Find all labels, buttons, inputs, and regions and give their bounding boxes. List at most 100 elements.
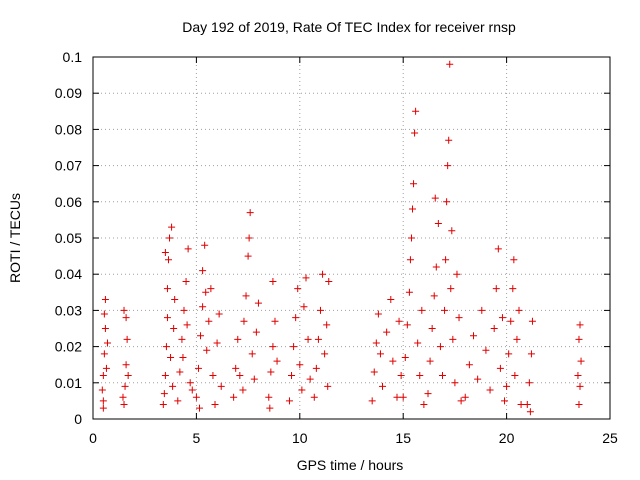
data-point xyxy=(509,285,517,293)
data-point xyxy=(296,361,304,369)
data-point xyxy=(304,335,312,343)
data-point xyxy=(503,382,511,390)
data-point xyxy=(176,368,184,376)
y-axis-label: ROTI / TECUs xyxy=(7,193,23,283)
data-point xyxy=(266,404,274,412)
data-point xyxy=(101,296,109,304)
data-point xyxy=(98,386,106,394)
data-point xyxy=(194,364,202,372)
data-point xyxy=(199,267,207,275)
data-point xyxy=(294,285,302,293)
data-point xyxy=(179,353,187,361)
data-point xyxy=(420,401,428,409)
data-point xyxy=(525,379,533,387)
data-point xyxy=(99,404,107,412)
x-tick-label: 15 xyxy=(395,430,411,446)
chart-title: Day 192 of 2019, Rate Of TEC Index for r… xyxy=(182,19,516,35)
data-point xyxy=(517,401,525,409)
y-tick-label: 0.01 xyxy=(55,375,82,391)
data-point xyxy=(411,129,419,137)
data-point xyxy=(428,325,436,332)
data-point xyxy=(100,310,108,318)
data-point xyxy=(405,288,413,296)
data-point xyxy=(470,332,478,340)
data-point xyxy=(465,361,473,369)
data-point xyxy=(234,335,242,343)
data-point xyxy=(410,180,418,188)
data-point xyxy=(246,209,254,217)
data-point xyxy=(242,292,250,300)
y-tick-label: 0.07 xyxy=(55,158,82,174)
data-point xyxy=(123,335,131,343)
x-tick-label: 10 xyxy=(292,430,308,446)
data-point xyxy=(445,136,453,144)
data-point xyxy=(205,317,213,325)
data-point xyxy=(577,357,585,365)
data-point xyxy=(526,408,534,416)
data-point xyxy=(168,223,176,231)
y-tick-label: 0.05 xyxy=(55,230,82,246)
data-point xyxy=(314,335,322,343)
data-point xyxy=(424,390,432,398)
data-point xyxy=(486,386,494,394)
data-point xyxy=(252,328,260,336)
data-point xyxy=(244,252,252,260)
data-point xyxy=(192,393,200,401)
data-point xyxy=(523,401,531,409)
data-point xyxy=(453,270,461,278)
data-point xyxy=(501,397,509,405)
data-point xyxy=(436,343,444,351)
data-point xyxy=(510,256,518,264)
data-point xyxy=(265,393,273,401)
data-point xyxy=(418,306,426,314)
data-point xyxy=(184,245,192,253)
data-point xyxy=(171,296,179,304)
data-point xyxy=(196,404,204,412)
data-point xyxy=(160,390,168,398)
y-tick-label: 0.02 xyxy=(55,339,82,355)
data-point xyxy=(507,317,515,325)
data-point xyxy=(431,194,439,202)
data-point xyxy=(119,393,127,401)
data-point xyxy=(288,372,296,380)
data-point xyxy=(430,292,438,300)
data-point xyxy=(180,306,188,314)
data-point xyxy=(164,256,172,264)
data-point xyxy=(170,325,178,332)
data-point xyxy=(197,332,205,340)
data-point xyxy=(254,299,262,307)
data-point xyxy=(186,379,194,387)
x-tick-label: 20 xyxy=(499,430,515,446)
data-point xyxy=(403,321,411,329)
data-point xyxy=(159,401,167,409)
data-point xyxy=(434,220,442,228)
data-point xyxy=(498,314,506,322)
data-point xyxy=(515,306,523,314)
data-point xyxy=(409,205,417,213)
data-point xyxy=(245,234,253,242)
data-point xyxy=(99,397,107,405)
data-point xyxy=(166,234,174,242)
y-tick-label: 0 xyxy=(74,411,82,427)
data-point xyxy=(511,372,519,380)
data-point xyxy=(325,277,333,285)
data-point xyxy=(401,353,409,361)
data-point xyxy=(248,350,256,358)
data-point xyxy=(395,317,403,325)
data-point xyxy=(451,379,459,387)
data-point xyxy=(213,339,221,347)
data-point xyxy=(383,328,391,336)
data-point xyxy=(310,393,318,401)
data-point xyxy=(298,386,306,394)
y-tick-label: 0.04 xyxy=(55,266,82,282)
data-point xyxy=(102,364,110,372)
data-point xyxy=(302,274,310,282)
data-point xyxy=(306,375,314,383)
data-point xyxy=(496,364,504,372)
data-point xyxy=(482,346,490,354)
data-point xyxy=(426,357,434,365)
x-tick-label: 0 xyxy=(89,430,97,446)
data-point xyxy=(319,270,327,278)
axis-ticks xyxy=(92,56,611,420)
data-point xyxy=(162,343,170,351)
